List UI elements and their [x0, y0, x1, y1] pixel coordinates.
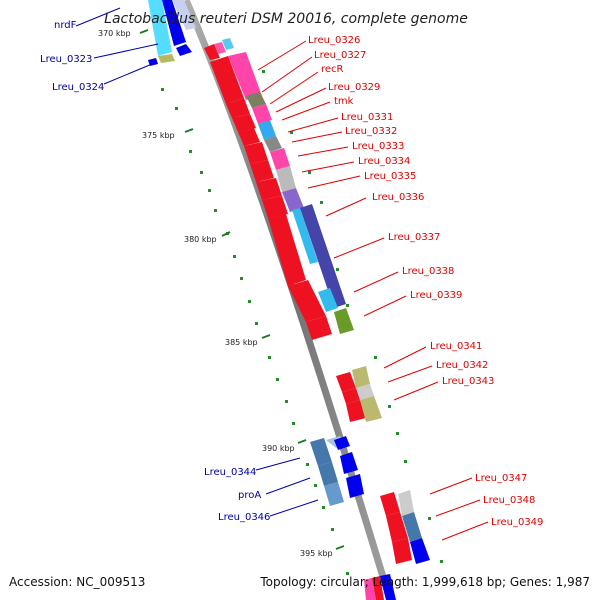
- gene-feature: [210, 56, 244, 104]
- forward-genes-mid: [336, 366, 382, 422]
- gene-label-Lreu_0343: Lreu_0343: [442, 376, 494, 387]
- gene-feature: [162, 0, 186, 46]
- gene-feature: [310, 438, 332, 466]
- gene-label-nrdF: nrdF: [54, 20, 77, 31]
- gene-feature: [392, 538, 412, 564]
- gene-feature: [342, 388, 360, 404]
- gene-feature: [148, 58, 158, 66]
- gene-label-Lreu_0344: Lreu_0344: [204, 467, 256, 478]
- gene-feature: [318, 462, 338, 486]
- gene-feature: [270, 148, 290, 170]
- gene-feature: [346, 400, 366, 422]
- gene-label-Lreu_0329: Lreu_0329: [328, 82, 380, 93]
- gene-feature: [256, 178, 282, 200]
- gene-label-Lreu_0341: Lreu_0341: [430, 341, 482, 352]
- gene-label-Lreu_0333: Lreu_0333: [352, 141, 404, 152]
- gene-label-Lreu_0324: Lreu_0324: [52, 82, 104, 93]
- gene-feature: [268, 214, 306, 286]
- reverse-genes-top: [148, 0, 196, 66]
- gene-feature: [252, 104, 272, 124]
- gene-feature: [214, 42, 226, 54]
- forward-labels: Lreu_0326 Lreu_0327 recR Lreu_0329 tmk L…: [257, 35, 543, 541]
- genome-summary-text: Topology: circular; Length: 1,999,618 bp…: [259, 575, 590, 589]
- gene-label-Lreu_0332: Lreu_0332: [345, 126, 397, 137]
- gene-feature: [386, 512, 408, 542]
- gene-feature: [334, 436, 350, 450]
- kbp-label: 385 kbp: [225, 338, 258, 347]
- gene-feature: [380, 574, 396, 600]
- gene-label-Lreu_0336: Lreu_0336: [372, 192, 424, 203]
- gene-feature: [250, 160, 274, 182]
- gene-label-Lreu_0338: Lreu_0338: [402, 266, 454, 277]
- gene-feature: [244, 142, 268, 164]
- kbp-label: 370 kbp: [98, 29, 131, 38]
- gene-label-Lreu_0347: Lreu_0347: [475, 473, 527, 484]
- gene-feature: [336, 372, 356, 392]
- gene-feature: [246, 92, 266, 108]
- gene-feature: [158, 54, 175, 63]
- kbp-label: 390 kbp: [262, 444, 295, 453]
- gene-feature: [282, 188, 304, 212]
- map-title: Lactobacillus reuteri DSM 20016, complet…: [104, 11, 468, 27]
- gene-feature: [334, 308, 354, 334]
- gene-feature: [346, 474, 364, 498]
- gene-feature: [262, 196, 288, 218]
- accession-text: Accession: NC_009513: [9, 575, 145, 589]
- gene-label-Lreu_0337: Lreu_0337: [388, 232, 440, 243]
- dotted-track: [161, 70, 443, 575]
- kbp-ticks: 370 kbp 375 kbp 380 kbp 385 kbp 390 kbp …: [98, 29, 345, 558]
- gene-feature: [410, 538, 430, 564]
- gene-feature: [318, 288, 338, 312]
- gene-label-Lreu_0346: Lreu_0346: [218, 512, 270, 523]
- reverse-labels: nrdF Lreu_0323 Lreu_0324 Lreu_0344 proA …: [40, 7, 319, 523]
- gene-feature: [402, 512, 422, 542]
- gene-feature: [300, 204, 346, 308]
- reverse-genes-bottom: [310, 436, 364, 506]
- gene-feature: [292, 208, 318, 264]
- kbp-label: 395 kbp: [300, 549, 333, 558]
- gene-feature: [226, 98, 250, 118]
- gene-feature: [276, 166, 296, 192]
- gene-label-Lreu_0349: Lreu_0349: [491, 517, 543, 528]
- forward-genes-bottom: [380, 490, 430, 564]
- gene-label-Lreu_0334: Lreu_0334: [358, 156, 410, 167]
- gene-feature: [398, 490, 414, 516]
- gene-label-Lreu_0342: Lreu_0342: [436, 360, 488, 371]
- gene-label-Lreu_0339: Lreu_0339: [410, 290, 462, 301]
- gene-feature: [172, 0, 196, 30]
- gene-feature: [238, 128, 260, 146]
- gene-feature: [352, 366, 370, 388]
- gene-label-Lreu_0323: Lreu_0323: [40, 54, 92, 65]
- forward-genes: [204, 38, 354, 340]
- gene-label-recR: recR: [321, 64, 344, 75]
- gene-feature: [148, 0, 172, 56]
- gene-feature: [228, 52, 262, 100]
- gene-feature: [324, 482, 344, 506]
- gene-label-Lreu_0331: Lreu_0331: [341, 112, 393, 123]
- gene-feature: [356, 384, 374, 400]
- gene-label-Lreu_0327: Lreu_0327: [314, 50, 366, 61]
- gene-feature: [288, 280, 326, 322]
- gene-feature: [380, 492, 400, 516]
- bottom-partial-genes: [364, 574, 396, 600]
- gene-feature: [372, 576, 384, 600]
- gene-label-Lreu_0348: Lreu_0348: [483, 495, 535, 506]
- kbp-label: 380 kbp: [184, 235, 217, 244]
- gene-label-proA: proA: [238, 490, 261, 501]
- gene-feature: [232, 114, 256, 132]
- gene-feature: [264, 136, 282, 152]
- kbp-label: 375 kbp: [142, 131, 175, 140]
- gene-feature: [204, 44, 220, 60]
- gene-feature: [340, 452, 358, 474]
- gene-feature: [360, 396, 382, 422]
- gene-feature: [258, 120, 276, 140]
- gene-label-tmk: tmk: [334, 96, 354, 107]
- gene-feature: [222, 38, 234, 50]
- gene-label-Lreu_0326: Lreu_0326: [308, 35, 360, 46]
- gene-feature: [176, 44, 192, 56]
- gene-feature: [306, 316, 332, 340]
- gene-label-Lreu_0335: Lreu_0335: [364, 171, 416, 182]
